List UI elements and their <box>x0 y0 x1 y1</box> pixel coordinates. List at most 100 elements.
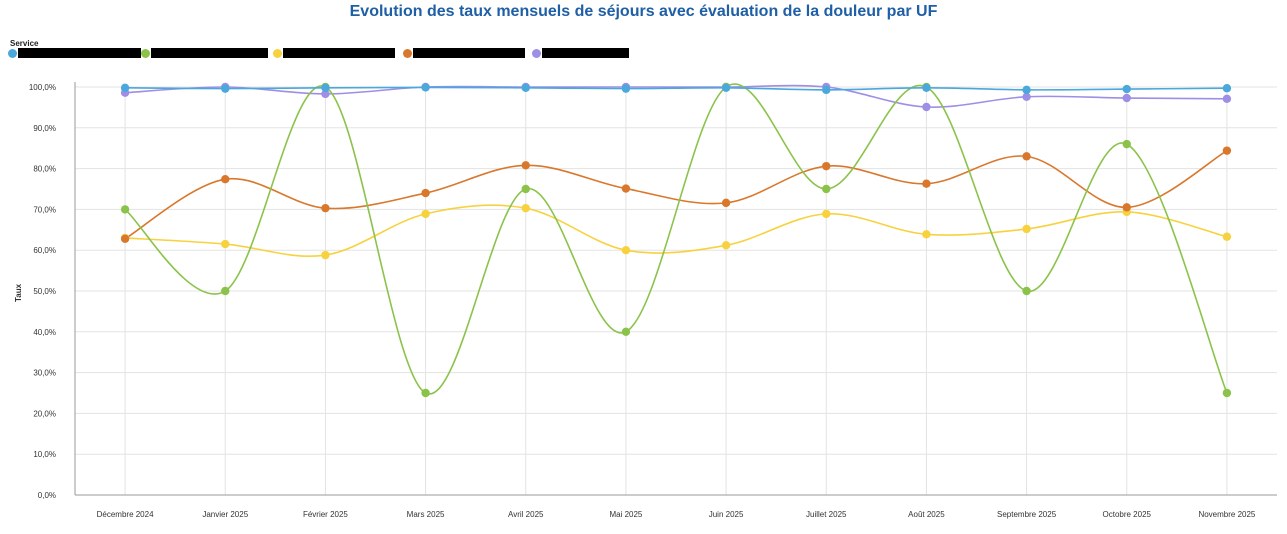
data-point-series-2 <box>1222 388 1232 398</box>
legend-label-redacted <box>413 48 525 58</box>
data-point-series-1 <box>721 83 731 93</box>
chart-title: Evolution des taux mensuels de séjours a… <box>349 3 938 20</box>
data-point-series-4 <box>621 184 631 193</box>
y-tick-label: 40,0% <box>33 328 56 337</box>
legend-label-redacted <box>151 48 268 58</box>
data-point-series-2 <box>421 388 430 398</box>
legend-item-2[interactable] <box>141 48 270 60</box>
x-tick-label: Mars 2025 <box>407 510 445 519</box>
legend-item-1[interactable] <box>8 48 143 60</box>
data-point-series-4 <box>521 161 530 170</box>
legend-item-4[interactable] <box>403 48 527 60</box>
data-point-series-3 <box>621 246 631 255</box>
x-tick-label: Mai 2025 <box>609 510 642 519</box>
legend-swatch <box>532 49 541 58</box>
y-tick-label: 0,0% <box>38 491 56 500</box>
legend-swatch <box>403 49 412 58</box>
data-point-series-2 <box>1122 139 1131 149</box>
data-point-series-1 <box>922 83 931 93</box>
y-tick-label: 100,0% <box>29 83 56 92</box>
data-point-series-3 <box>822 209 831 219</box>
data-point-series-4 <box>1122 203 1131 212</box>
legend-swatch <box>141 49 150 58</box>
legend-label-redacted <box>18 48 141 58</box>
data-point-series-1 <box>321 83 330 93</box>
data-point-series-3 <box>922 230 931 239</box>
data-point-series-3 <box>1222 232 1232 241</box>
legend-item-5[interactable] <box>532 48 631 60</box>
data-point-series-1 <box>1022 85 1031 95</box>
x-tick-label: Avril 2025 <box>508 510 544 519</box>
data-point-series-1 <box>1222 84 1232 93</box>
data-point-series-3 <box>221 239 230 249</box>
data-point-series-4 <box>922 179 931 188</box>
data-point-series-1 <box>621 84 631 93</box>
series-line-3 <box>125 204 1228 258</box>
data-point-series-1 <box>221 84 230 93</box>
series-line-1 <box>125 86 1227 91</box>
data-point-series-1 <box>1122 84 1131 94</box>
y-tick-label: 70,0% <box>33 205 56 214</box>
y-tick-label: 10,0% <box>33 450 56 459</box>
x-tick-label: Novembre 2025 <box>1198 510 1255 519</box>
data-point-series-4 <box>221 175 230 184</box>
data-point-series-4 <box>321 203 330 213</box>
data-point-series-2 <box>1022 286 1031 296</box>
x-tick-label: Octobre 2025 <box>1103 510 1152 519</box>
x-tick-label: Août 2025 <box>908 510 945 519</box>
legend-title: Service <box>10 39 39 48</box>
data-point-series-4 <box>822 161 831 171</box>
legend-label-redacted <box>542 48 629 58</box>
data-point-series-1 <box>120 83 130 93</box>
data-point-series-1 <box>822 85 831 95</box>
x-tick-label: Décembre 2024 <box>97 510 154 519</box>
x-tick-label: Juin 2025 <box>709 510 744 519</box>
x-tick-label: Janvier 2025 <box>202 510 248 519</box>
series-lines <box>124 83 1228 395</box>
legend-swatch <box>273 49 282 58</box>
data-point-series-4 <box>721 198 731 208</box>
y-tick-label: 80,0% <box>33 165 56 174</box>
data-point-series-4 <box>120 234 130 243</box>
axes: 0,0% 10,0% 20,0% 30,0% 40,0% 50,0% 60,0% 70,0% 8… <box>29 82 1277 519</box>
y-axis-label: Taux <box>14 283 23 302</box>
series-line-2 <box>124 83 1228 395</box>
x-tick-label: Juillet 2025 <box>806 510 847 519</box>
data-point-series-2 <box>621 327 631 336</box>
data-point-series-2 <box>120 205 130 214</box>
data-point-series-1 <box>521 83 530 93</box>
data-points <box>120 82 1232 398</box>
data-point-series-2 <box>822 184 831 194</box>
x-tick-label: Septembre 2025 <box>997 510 1057 519</box>
data-point-series-3 <box>521 203 530 213</box>
data-point-series-4 <box>421 188 430 198</box>
data-point-series-4 <box>1222 146 1232 155</box>
data-point-series-2 <box>521 184 530 194</box>
y-tick-label: 60,0% <box>33 246 56 255</box>
data-point-series-5 <box>1122 93 1131 103</box>
grid <box>75 86 1277 496</box>
y-tick-label: 20,0% <box>33 409 56 418</box>
legend: Service <box>8 38 708 62</box>
data-point-series-3 <box>421 209 430 219</box>
data-point-series-5 <box>922 102 931 112</box>
data-point-series-3 <box>1022 224 1031 234</box>
data-point-series-5 <box>1222 94 1232 104</box>
data-point-series-3 <box>721 241 731 250</box>
y-tick-label: 30,0% <box>33 369 56 378</box>
data-point-series-1 <box>421 83 430 92</box>
data-point-series-5 <box>1022 92 1031 101</box>
series-line-5 <box>125 84 1227 108</box>
series-line-4 <box>124 149 1228 240</box>
y-tick-label: 50,0% <box>33 287 56 296</box>
legend-item-3[interactable] <box>273 48 397 60</box>
legend-label-redacted <box>283 48 395 58</box>
x-tick-label: Février 2025 <box>303 510 348 519</box>
legend-swatch <box>8 49 17 58</box>
data-point-series-4 <box>1022 152 1031 161</box>
data-point-series-2 <box>221 286 230 296</box>
y-tick-label: 90,0% <box>33 124 56 133</box>
data-point-series-5 <box>321 89 330 99</box>
data-point-series-3 <box>321 250 330 260</box>
